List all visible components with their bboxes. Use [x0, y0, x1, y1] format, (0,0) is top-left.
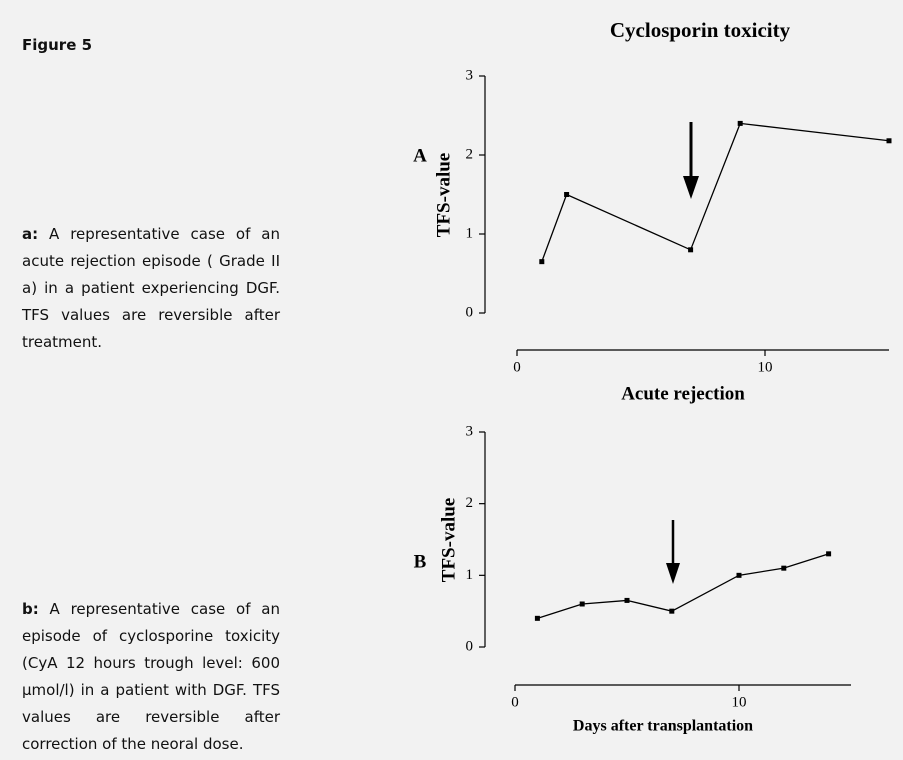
- data-point: [737, 120, 743, 126]
- y-tick-label: 2: [466, 146, 474, 162]
- data-line: [541, 122, 890, 262]
- caption: b: A representative case of an episode o…: [22, 596, 280, 758]
- caption-text: A representative case of an acute reject…: [22, 225, 280, 351]
- figure-label: Figure 5: [22, 36, 93, 54]
- y-tick-label: 1: [466, 225, 474, 241]
- x-tick-label: 0: [511, 694, 519, 710]
- x-axis-label: Acute rejection: [621, 383, 745, 404]
- y-tick-label: 1: [466, 567, 474, 583]
- data-line: [537, 553, 829, 619]
- data-point: [624, 597, 630, 603]
- panel-letter: B: [414, 551, 427, 572]
- arrow: [683, 122, 699, 199]
- caption-label: a:: [22, 225, 39, 243]
- y-tick-label: 3: [466, 67, 474, 83]
- data-point: [781, 565, 787, 571]
- caption-label: b:: [22, 600, 39, 618]
- data-point: [539, 259, 545, 265]
- caption: a: A representative case of an acute rej…: [22, 221, 280, 356]
- data-point: [826, 551, 832, 557]
- data-point: [669, 608, 675, 614]
- y-tick-label: 0: [466, 638, 474, 654]
- panel-letter: A: [413, 145, 427, 166]
- data-point: [564, 192, 570, 197]
- chart-title: Cyclosporin toxicity: [610, 18, 791, 42]
- caption-text: A representative case of an episode of c…: [22, 600, 280, 753]
- y-tick-label: 2: [466, 495, 474, 511]
- data-point: [534, 615, 540, 621]
- x-tick-label: 10: [758, 359, 773, 375]
- x-tick-label: 10: [732, 694, 747, 710]
- x-tick-label: 0: [513, 359, 521, 375]
- y-axis-label: TFS-value: [433, 153, 454, 237]
- data-point: [736, 572, 742, 578]
- y-tick-label: 0: [466, 304, 474, 320]
- data-point: [688, 247, 694, 253]
- data-point: [579, 601, 585, 607]
- y-tick-label: 3: [466, 423, 474, 439]
- arrow: [666, 520, 680, 584]
- y-axis-label: TFS-value: [438, 498, 459, 582]
- data-point: [886, 138, 892, 144]
- x-axis-label: Days after transplantation: [573, 718, 753, 735]
